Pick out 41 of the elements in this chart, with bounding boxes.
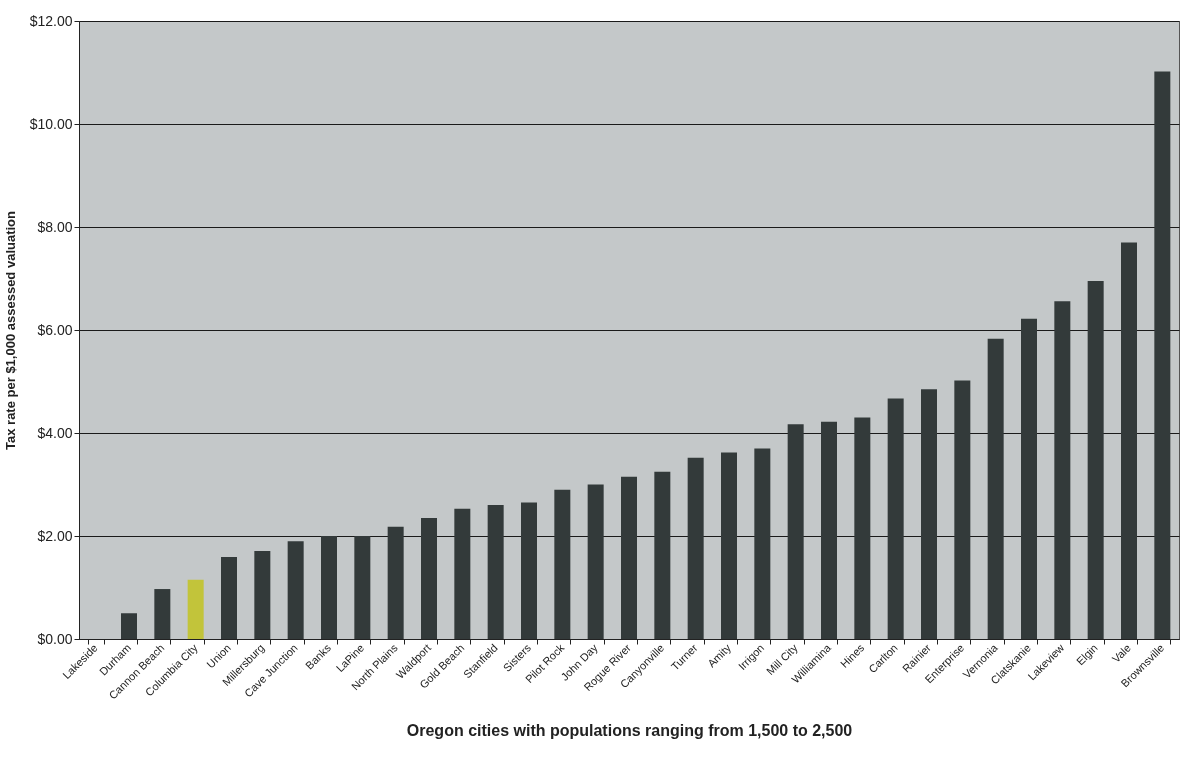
- bar: [687, 457, 704, 639]
- bar: [821, 421, 837, 639]
- bar: [521, 502, 537, 639]
- bar: [1054, 301, 1071, 639]
- bar: [454, 508, 471, 639]
- bar: [387, 526, 404, 639]
- bar: [287, 541, 304, 639]
- bar: [154, 589, 171, 639]
- y-tick-label: $6.00: [37, 321, 73, 338]
- bar: [921, 389, 937, 639]
- bar: [1121, 242, 1137, 639]
- bar: [654, 471, 671, 639]
- y-tick-label: $4.00: [37, 424, 73, 441]
- y-axis-title: Tax rate per $1,000 assessed valuation: [2, 210, 18, 450]
- bar: [621, 476, 637, 639]
- bar: [954, 380, 971, 639]
- y-tick-label: $12.00: [29, 12, 73, 29]
- bar: [487, 505, 504, 639]
- x-axis-title: Oregon cities with populations ranging from 1,500 to 2,500: [406, 722, 853, 740]
- bar: [421, 517, 437, 639]
- y-tick-label: $0.00: [37, 630, 73, 647]
- bar: [987, 338, 1004, 639]
- y-tick-label: $2.00: [37, 527, 73, 544]
- bar: [254, 550, 271, 639]
- y-tick-label: $10.00: [29, 115, 73, 132]
- bar: [554, 489, 571, 639]
- bar: [587, 484, 604, 639]
- bar: [221, 557, 237, 639]
- bar: [321, 536, 337, 639]
- bar: [187, 579, 204, 639]
- bar: [787, 424, 804, 639]
- bar: [887, 398, 904, 639]
- bar: [1154, 71, 1171, 639]
- bar: [1087, 281, 1104, 639]
- bar: [121, 613, 137, 639]
- bar: [354, 536, 371, 639]
- y-tick-label: $8.00: [37, 218, 73, 235]
- bar: [854, 417, 871, 639]
- bar: [1021, 318, 1037, 639]
- bar: [721, 452, 737, 639]
- bar: [754, 448, 771, 639]
